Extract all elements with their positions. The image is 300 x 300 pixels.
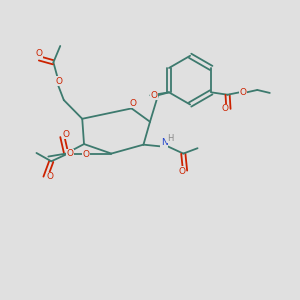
Text: O: O xyxy=(239,88,247,97)
Text: O: O xyxy=(221,104,228,113)
Text: O: O xyxy=(151,91,158,100)
Text: O: O xyxy=(36,49,43,58)
Text: O: O xyxy=(56,76,62,85)
Text: N: N xyxy=(161,138,168,147)
Text: O: O xyxy=(130,98,136,107)
Text: H: H xyxy=(168,134,174,142)
Text: O: O xyxy=(178,167,185,176)
Text: O: O xyxy=(82,150,90,159)
Text: O: O xyxy=(46,172,53,181)
Text: O: O xyxy=(62,130,69,139)
Text: O: O xyxy=(66,149,73,158)
